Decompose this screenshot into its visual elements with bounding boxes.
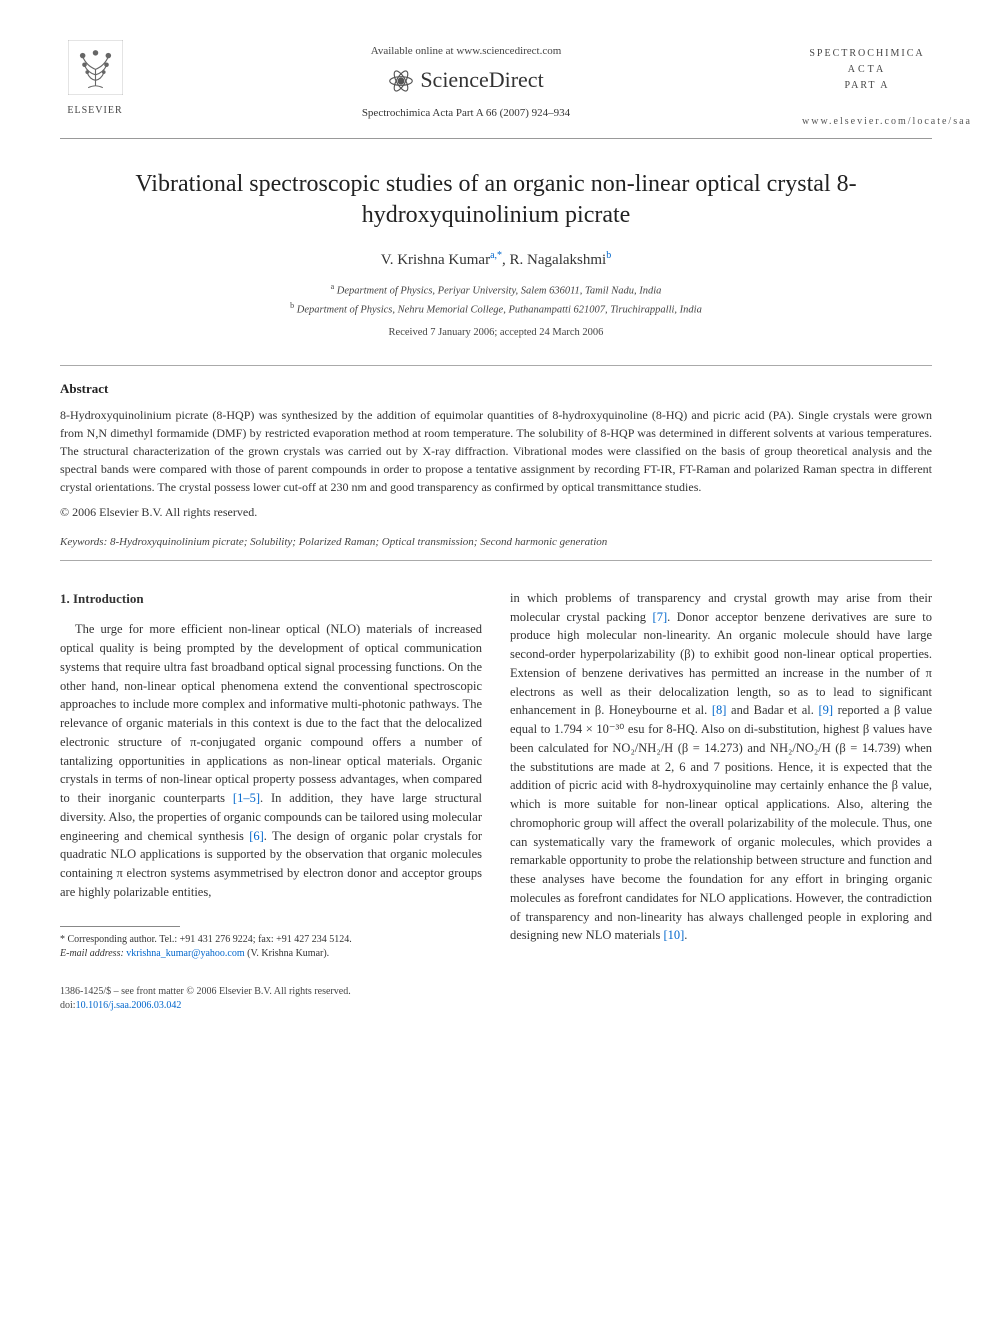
authors-line: V. Krishna Kumara,*, R. Nagalakshmib [60, 249, 932, 271]
article-dates: Received 7 January 2006; accepted 24 Mar… [60, 326, 932, 341]
column-right: in which problems of transparency and cr… [510, 589, 932, 1013]
abstract-text: 8-Hydroxyquinolinium picrate (8-HQP) was… [60, 406, 932, 496]
abstract-heading: Abstract [60, 380, 932, 398]
ref-link-10[interactable]: [10] [663, 928, 684, 942]
footer-doi-label: doi: [60, 1000, 76, 1011]
footer-issn: 1386-1425/$ – see front matter © 2006 El… [60, 985, 482, 999]
article-title: Vibrational spectroscopic studies of an … [60, 169, 932, 231]
body-columns: 1. Introduction The urge for more effici… [60, 589, 932, 1013]
intro-paragraph-2: in which problems of transparency and cr… [510, 589, 932, 945]
keywords-line: Keywords: 8-Hydroxyquinolinium picrate; … [60, 535, 932, 550]
ref-link-9[interactable]: [9] [818, 703, 833, 717]
footnote-separator [60, 926, 180, 927]
ref-link-6[interactable]: [6] [249, 829, 264, 843]
author-2: R. Nagalakshmi [510, 252, 607, 268]
footnote-email-link[interactable]: vkrishna_kumar@yahoo.com [126, 948, 244, 959]
sciencedirect-icon [388, 68, 414, 94]
sciencedirect-text: ScienceDirect [420, 65, 543, 96]
affiliations: a Department of Physics, Periyar Univers… [60, 281, 932, 318]
footer-doi-link[interactable]: 10.1016/j.saa.2006.03.042 [76, 1000, 182, 1011]
header-rule [60, 138, 932, 139]
footnote-email-label: E-mail address: [60, 948, 124, 959]
author-2-affil: b [606, 250, 611, 261]
center-header: Available online at www.sciencedirect.co… [130, 40, 802, 122]
introduction-heading: 1. Introduction [60, 589, 482, 609]
journal-name-line1: SPECTROCHIMICA [802, 46, 932, 62]
author-1-affil: a,* [490, 250, 502, 261]
affiliation-b: Department of Physics, Nehru Memorial Co… [297, 304, 702, 315]
elsevier-name: ELSEVIER [60, 104, 130, 118]
keywords-text: 8-Hydroxyquinolinium picrate; Solubility… [110, 536, 607, 548]
intro-paragraph-1: The urge for more efficient non-linear o… [60, 620, 482, 901]
elsevier-logo: ELSEVIER [60, 40, 130, 118]
ref-link-7[interactable]: [7] [653, 610, 668, 624]
footnote-email-suffix: (V. Krishna Kumar). [245, 948, 330, 959]
column-left: 1. Introduction The urge for more effici… [60, 589, 482, 1013]
journal-reference: Spectrochimica Acta Part A 66 (2007) 924… [130, 106, 802, 121]
journal-name-line3: PART A [802, 78, 932, 94]
author-1: V. Krishna Kumar [381, 252, 490, 268]
affiliation-a: Department of Physics, Periyar Universit… [337, 286, 662, 297]
journal-url: www.elsevier.com/locate/saa [802, 114, 932, 130]
abstract-top-rule [60, 365, 932, 366]
copyright-line: © 2006 Elsevier B.V. All rights reserved… [60, 504, 932, 521]
sciencedirect-logo: ScienceDirect [130, 65, 802, 96]
journal-title-box: SPECTROCHIMICA ACTA PART A www.elsevier.… [802, 40, 932, 130]
elsevier-tree-icon [68, 40, 123, 95]
footnote-tel-fax: * Corresponding author. Tel.: +91 431 27… [60, 933, 482, 947]
abstract-bottom-rule [60, 560, 932, 561]
journal-name-line2: ACTA [802, 62, 932, 78]
ref-link-1-5[interactable]: [1–5] [233, 791, 260, 805]
footer-issn-copyright: 1386-1425/$ – see front matter © 2006 El… [60, 985, 482, 1013]
keywords-label: Keywords: [60, 536, 107, 548]
ref-link-8[interactable]: [8] [712, 703, 727, 717]
available-online-text: Available online at www.sciencedirect.co… [130, 44, 802, 59]
publication-header: ELSEVIER Available online at www.science… [60, 40, 932, 130]
corresponding-author-footnote: * Corresponding author. Tel.: +91 431 27… [60, 933, 482, 961]
